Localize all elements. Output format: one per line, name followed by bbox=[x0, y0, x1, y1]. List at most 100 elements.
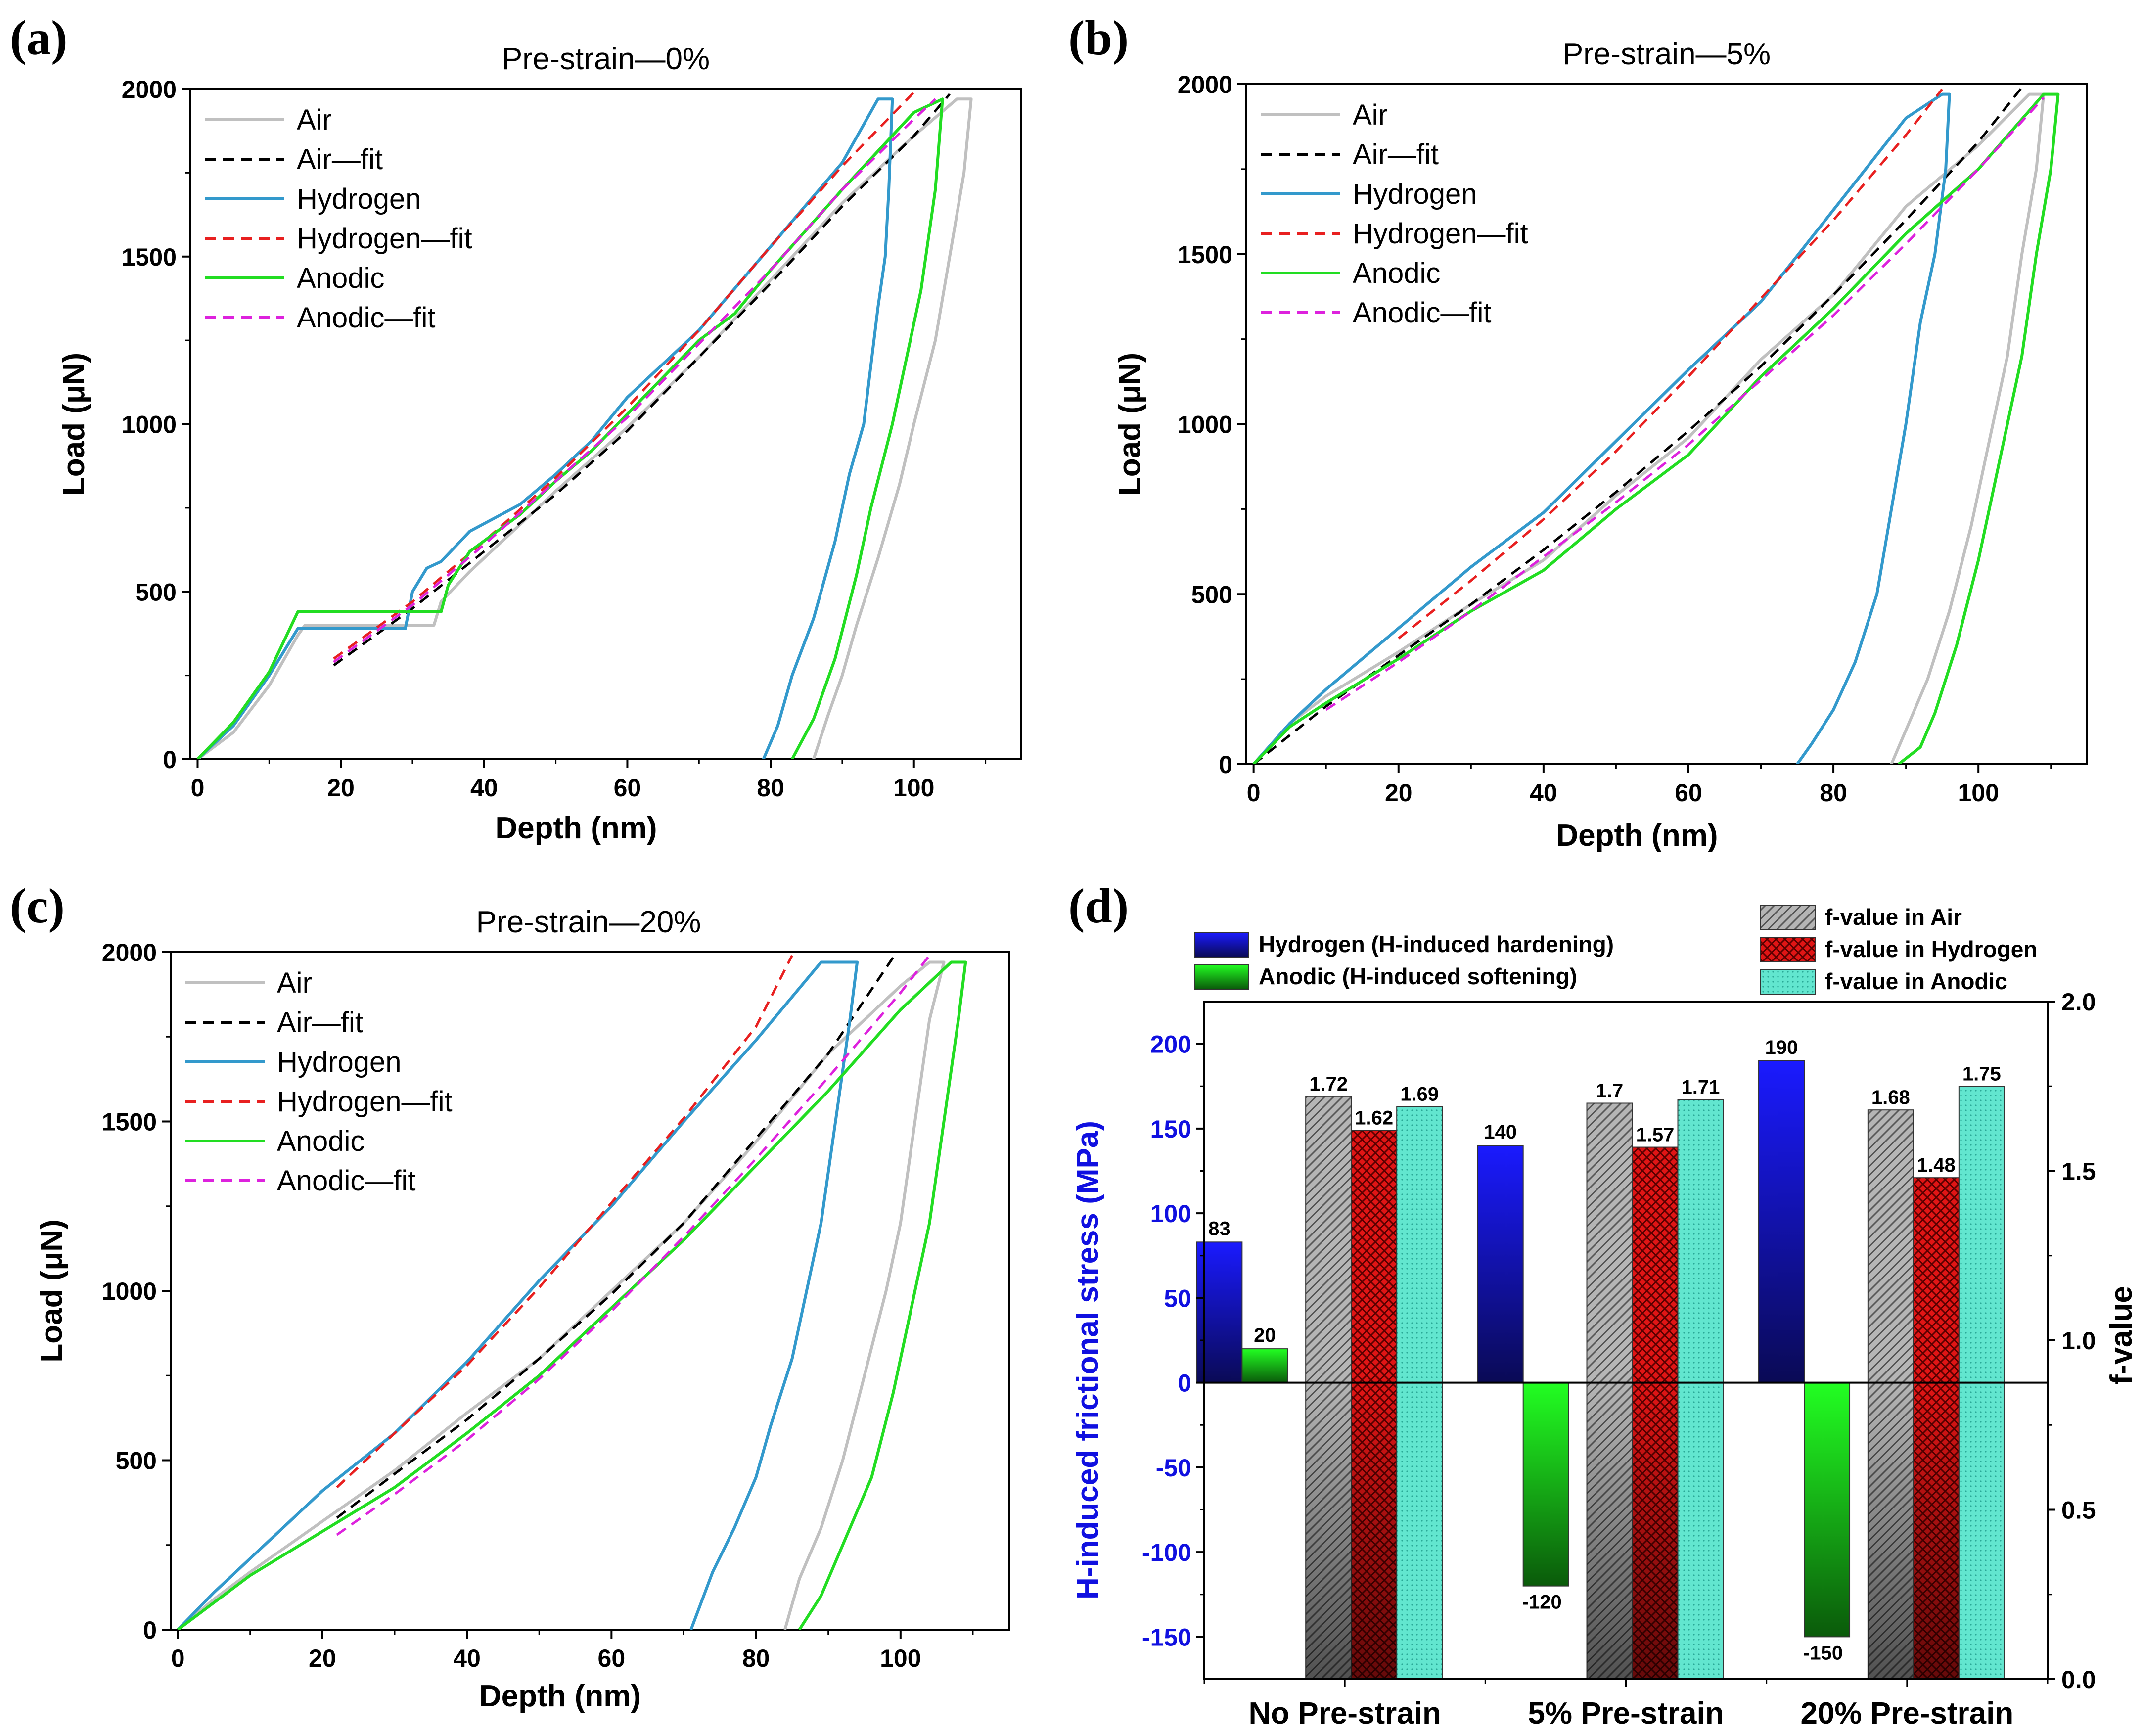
y-axis-label: Load (μN) bbox=[1113, 353, 1147, 496]
data-label: 1.48 bbox=[1917, 1154, 1956, 1176]
legend-swatch bbox=[1760, 937, 1816, 962]
legend-item-air-fit: Air—fit bbox=[1353, 138, 1439, 171]
series-line-anodic bbox=[177, 960, 967, 1630]
panel-label: (a) bbox=[10, 10, 68, 65]
legend-item-f-value-in-air: f-value in Air bbox=[1825, 904, 1962, 930]
data-label: 83 bbox=[1208, 1218, 1231, 1239]
bar-anodic-h-induced-softening-5-pre-strain bbox=[1522, 1382, 1569, 1587]
y-axis-label: H-induced frictional stress (MPa) bbox=[1071, 1121, 1105, 1599]
y2-tick-label: 2.0 bbox=[2061, 988, 2096, 1016]
x-tick-label: 0 bbox=[191, 774, 205, 802]
x-axis-label: Depth (nm) bbox=[495, 811, 657, 845]
bar-shade bbox=[1306, 1382, 1352, 1679]
legend-item-anodic-fit: Anodic—fit bbox=[297, 302, 435, 334]
panel-label: (d) bbox=[1068, 878, 1129, 933]
x-tick-label: 80 bbox=[1820, 779, 1847, 807]
series-line-hydrogen bbox=[1252, 92, 1951, 764]
y2-tick-label: 1.0 bbox=[2061, 1327, 2096, 1355]
x-tick-label: 40 bbox=[470, 774, 498, 802]
bar-shade bbox=[1587, 1382, 1633, 1679]
legend-item-air-fit: Air—fit bbox=[277, 1006, 363, 1039]
data-label: -150 bbox=[1803, 1642, 1843, 1664]
category-label-no-pre-strain: No Pre-strain bbox=[1249, 1696, 1441, 1731]
legend-item-hydrogen: Hydrogen bbox=[297, 183, 421, 215]
legend-item-hydrogen: Hydrogen bbox=[1353, 178, 1477, 210]
legend-item-air-fit: Air—fit bbox=[297, 143, 383, 176]
y-tick-label: -50 bbox=[1156, 1454, 1191, 1482]
bar-hydrogen-h-induced-hardening-5-pre-strain bbox=[1477, 1145, 1524, 1383]
x-tick-label: 60 bbox=[1675, 779, 1702, 807]
legend-swatch bbox=[1760, 905, 1816, 930]
panel-d: (d) 83 20 1.72 1.62 1.69 140 -120 1.7 1.57 1.71 190… bbox=[1068, 878, 2139, 1731]
legend-item-hydrogen-h-induced-hardening: Hydrogen (H-induced hardening) bbox=[1259, 931, 1614, 957]
x-tick-label: 0 bbox=[1247, 779, 1261, 807]
series-line-anodic-fit bbox=[333, 98, 936, 663]
y-tick-label: 2000 bbox=[1178, 71, 1232, 98]
data-label: -120 bbox=[1522, 1592, 1562, 1613]
data-label: 1.69 bbox=[1400, 1083, 1439, 1105]
y-tick-label: 500 bbox=[1191, 581, 1232, 608]
panel-label: (c) bbox=[10, 878, 65, 933]
y-tick-label: 0 bbox=[163, 746, 177, 774]
data-label: 140 bbox=[1484, 1121, 1517, 1143]
legend-item-hydrogen: Hydrogen bbox=[277, 1046, 401, 1078]
data-label: 1.7 bbox=[1596, 1080, 1624, 1102]
y2-tick-label: 0.5 bbox=[2061, 1497, 2096, 1524]
series-line-air bbox=[177, 960, 946, 1630]
panel-label: (b) bbox=[1068, 10, 1129, 65]
legend-right: f-value in Air f-value in Hydrogen f-value… bbox=[1760, 904, 2037, 995]
y-tick-label: 0 bbox=[1178, 1370, 1191, 1397]
legend: Air Air—fit Hydrogen Hydrogen—fit Anodic Anod… bbox=[185, 967, 453, 1197]
x-tick-label: 60 bbox=[614, 774, 641, 802]
y-tick-label: 100 bbox=[1150, 1200, 1191, 1228]
bar-shade bbox=[1868, 1382, 1914, 1679]
x-tick-label: 40 bbox=[1530, 779, 1557, 807]
series-line-air bbox=[196, 97, 973, 759]
y-tick-label: 1500 bbox=[102, 1108, 157, 1136]
y-tick-label: 2000 bbox=[102, 939, 157, 966]
series-group bbox=[196, 91, 973, 759]
bar-anodic-h-induced-softening-20-pre-strain bbox=[1804, 1382, 1851, 1638]
y-tick-label: -150 bbox=[1142, 1623, 1191, 1651]
x-tick-label: 80 bbox=[757, 774, 784, 802]
legend: Air Air—fit Hydrogen Hydrogen—fit Anodic Anod… bbox=[205, 104, 472, 334]
legend-item-f-value-in-anodic: f-value in Anodic bbox=[1825, 968, 2007, 994]
series-group bbox=[177, 955, 967, 1630]
x-tick-label: 20 bbox=[1385, 779, 1413, 807]
panel-b: (b) Pre-strain—5%0 20 40 60 80 100050010001500… bbox=[1068, 10, 2088, 853]
y2-tick-label: 0.0 bbox=[2061, 1666, 2096, 1693]
panel-c: (c) Pre-strain—20%0 20 40 60 80 10005001000150… bbox=[10, 878, 1010, 1713]
y-tick-label: 200 bbox=[1150, 1031, 1191, 1058]
legend-swatch bbox=[1760, 969, 1816, 995]
data-label: 1.72 bbox=[1309, 1073, 1348, 1095]
chart-title: Pre-strain—20% bbox=[476, 905, 701, 939]
category-label-20-pre-strain: 20% Pre-strain bbox=[1800, 1696, 2013, 1731]
series-group bbox=[1252, 87, 2060, 764]
y-tick-label: 500 bbox=[136, 578, 177, 606]
legend-item-anodic-fit: Anodic—fit bbox=[277, 1165, 415, 1197]
y2-tick-label: 1.5 bbox=[2061, 1158, 2096, 1186]
series-line-hydrogen-fit bbox=[1398, 88, 1943, 640]
series-line-hydrogen-fit bbox=[336, 955, 793, 1489]
data-label: 20 bbox=[1254, 1325, 1276, 1346]
y-tick-label: 1000 bbox=[1178, 411, 1232, 439]
y-tick-label: 500 bbox=[116, 1447, 157, 1475]
legend-item-air: Air bbox=[1353, 99, 1388, 131]
y-axis-label: Load (μN) bbox=[35, 1219, 69, 1362]
legend-item-anodic: Anodic bbox=[297, 262, 384, 294]
x-axis-label: Depth (nm) bbox=[479, 1679, 641, 1713]
series-line-air-fit bbox=[1253, 87, 2023, 764]
panel-a: (a) Pre-strain—0%0 20 40 60 80 100050010001500… bbox=[10, 10, 1022, 845]
legend-swatch bbox=[1194, 932, 1249, 958]
series-line-air-fit bbox=[336, 956, 895, 1519]
x-tick-label: 100 bbox=[893, 774, 934, 802]
y-tick-label: 1000 bbox=[122, 411, 177, 439]
bar-shade bbox=[1351, 1382, 1397, 1679]
x-tick-label: 20 bbox=[327, 774, 355, 802]
y-tick-label: 50 bbox=[1164, 1284, 1191, 1312]
data-label: 190 bbox=[1765, 1037, 1798, 1058]
series-line-hydrogen bbox=[177, 960, 859, 1630]
x-tick-label: 80 bbox=[742, 1645, 770, 1672]
legend-swatch bbox=[1194, 964, 1249, 990]
y-tick-label: 0 bbox=[143, 1616, 157, 1644]
